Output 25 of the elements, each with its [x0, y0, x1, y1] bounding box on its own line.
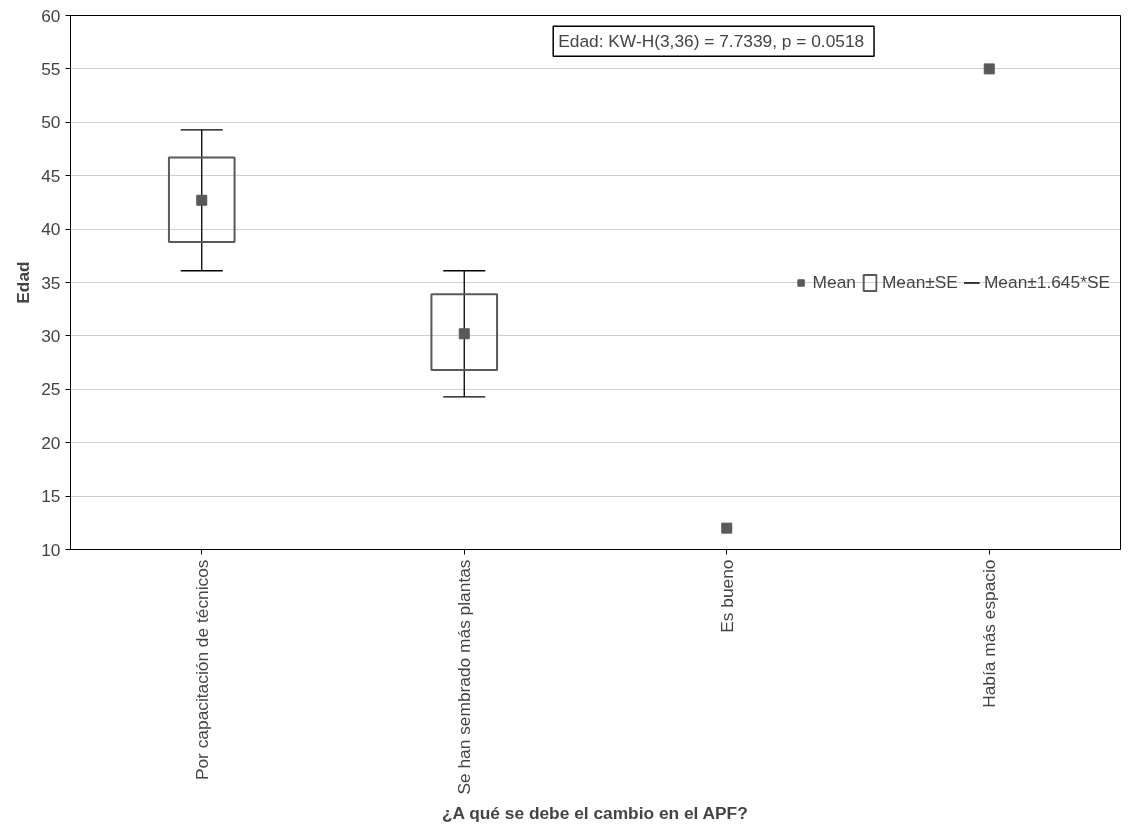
x-axis-title: ¿A qué se debe el cambio en el APF? [441, 802, 748, 823]
y-tick-label: 20 [41, 432, 61, 453]
point [721, 522, 733, 534]
legend-label: Mean±SE [881, 271, 958, 293]
point [458, 328, 470, 340]
legend-label: Mean [812, 271, 856, 293]
annotation: Mean±1.645*SE [983, 271, 1110, 293]
y-tick-label: 55 [41, 58, 61, 79]
x-tick-label: Es bueno [716, 559, 737, 633]
y-tick-label: 10 [41, 539, 61, 560]
y-tick-label: 15 [41, 486, 61, 507]
x-tick-label: Se han sembrado más plantas [454, 559, 475, 795]
y-tick-label: 30 [41, 325, 61, 346]
y-tick-label: 35 [41, 272, 61, 293]
y-tick-label: 45 [41, 165, 61, 186]
y-tick-label: 40 [41, 219, 61, 240]
x-tick-label: Había más espacio [979, 559, 1000, 708]
y-tick-label: 60 [41, 5, 61, 26]
point [983, 63, 995, 75]
y-axis-title: Edad [13, 261, 34, 304]
point [196, 194, 208, 206]
y-tick-label: 50 [41, 112, 61, 133]
x-tick-label: Por capacitación de técnicos [191, 559, 212, 781]
y-tick-label: 25 [41, 379, 61, 400]
annotation: Edad: KW-H(3,36) = 7.7339, p = 0.0518 [558, 31, 865, 52]
